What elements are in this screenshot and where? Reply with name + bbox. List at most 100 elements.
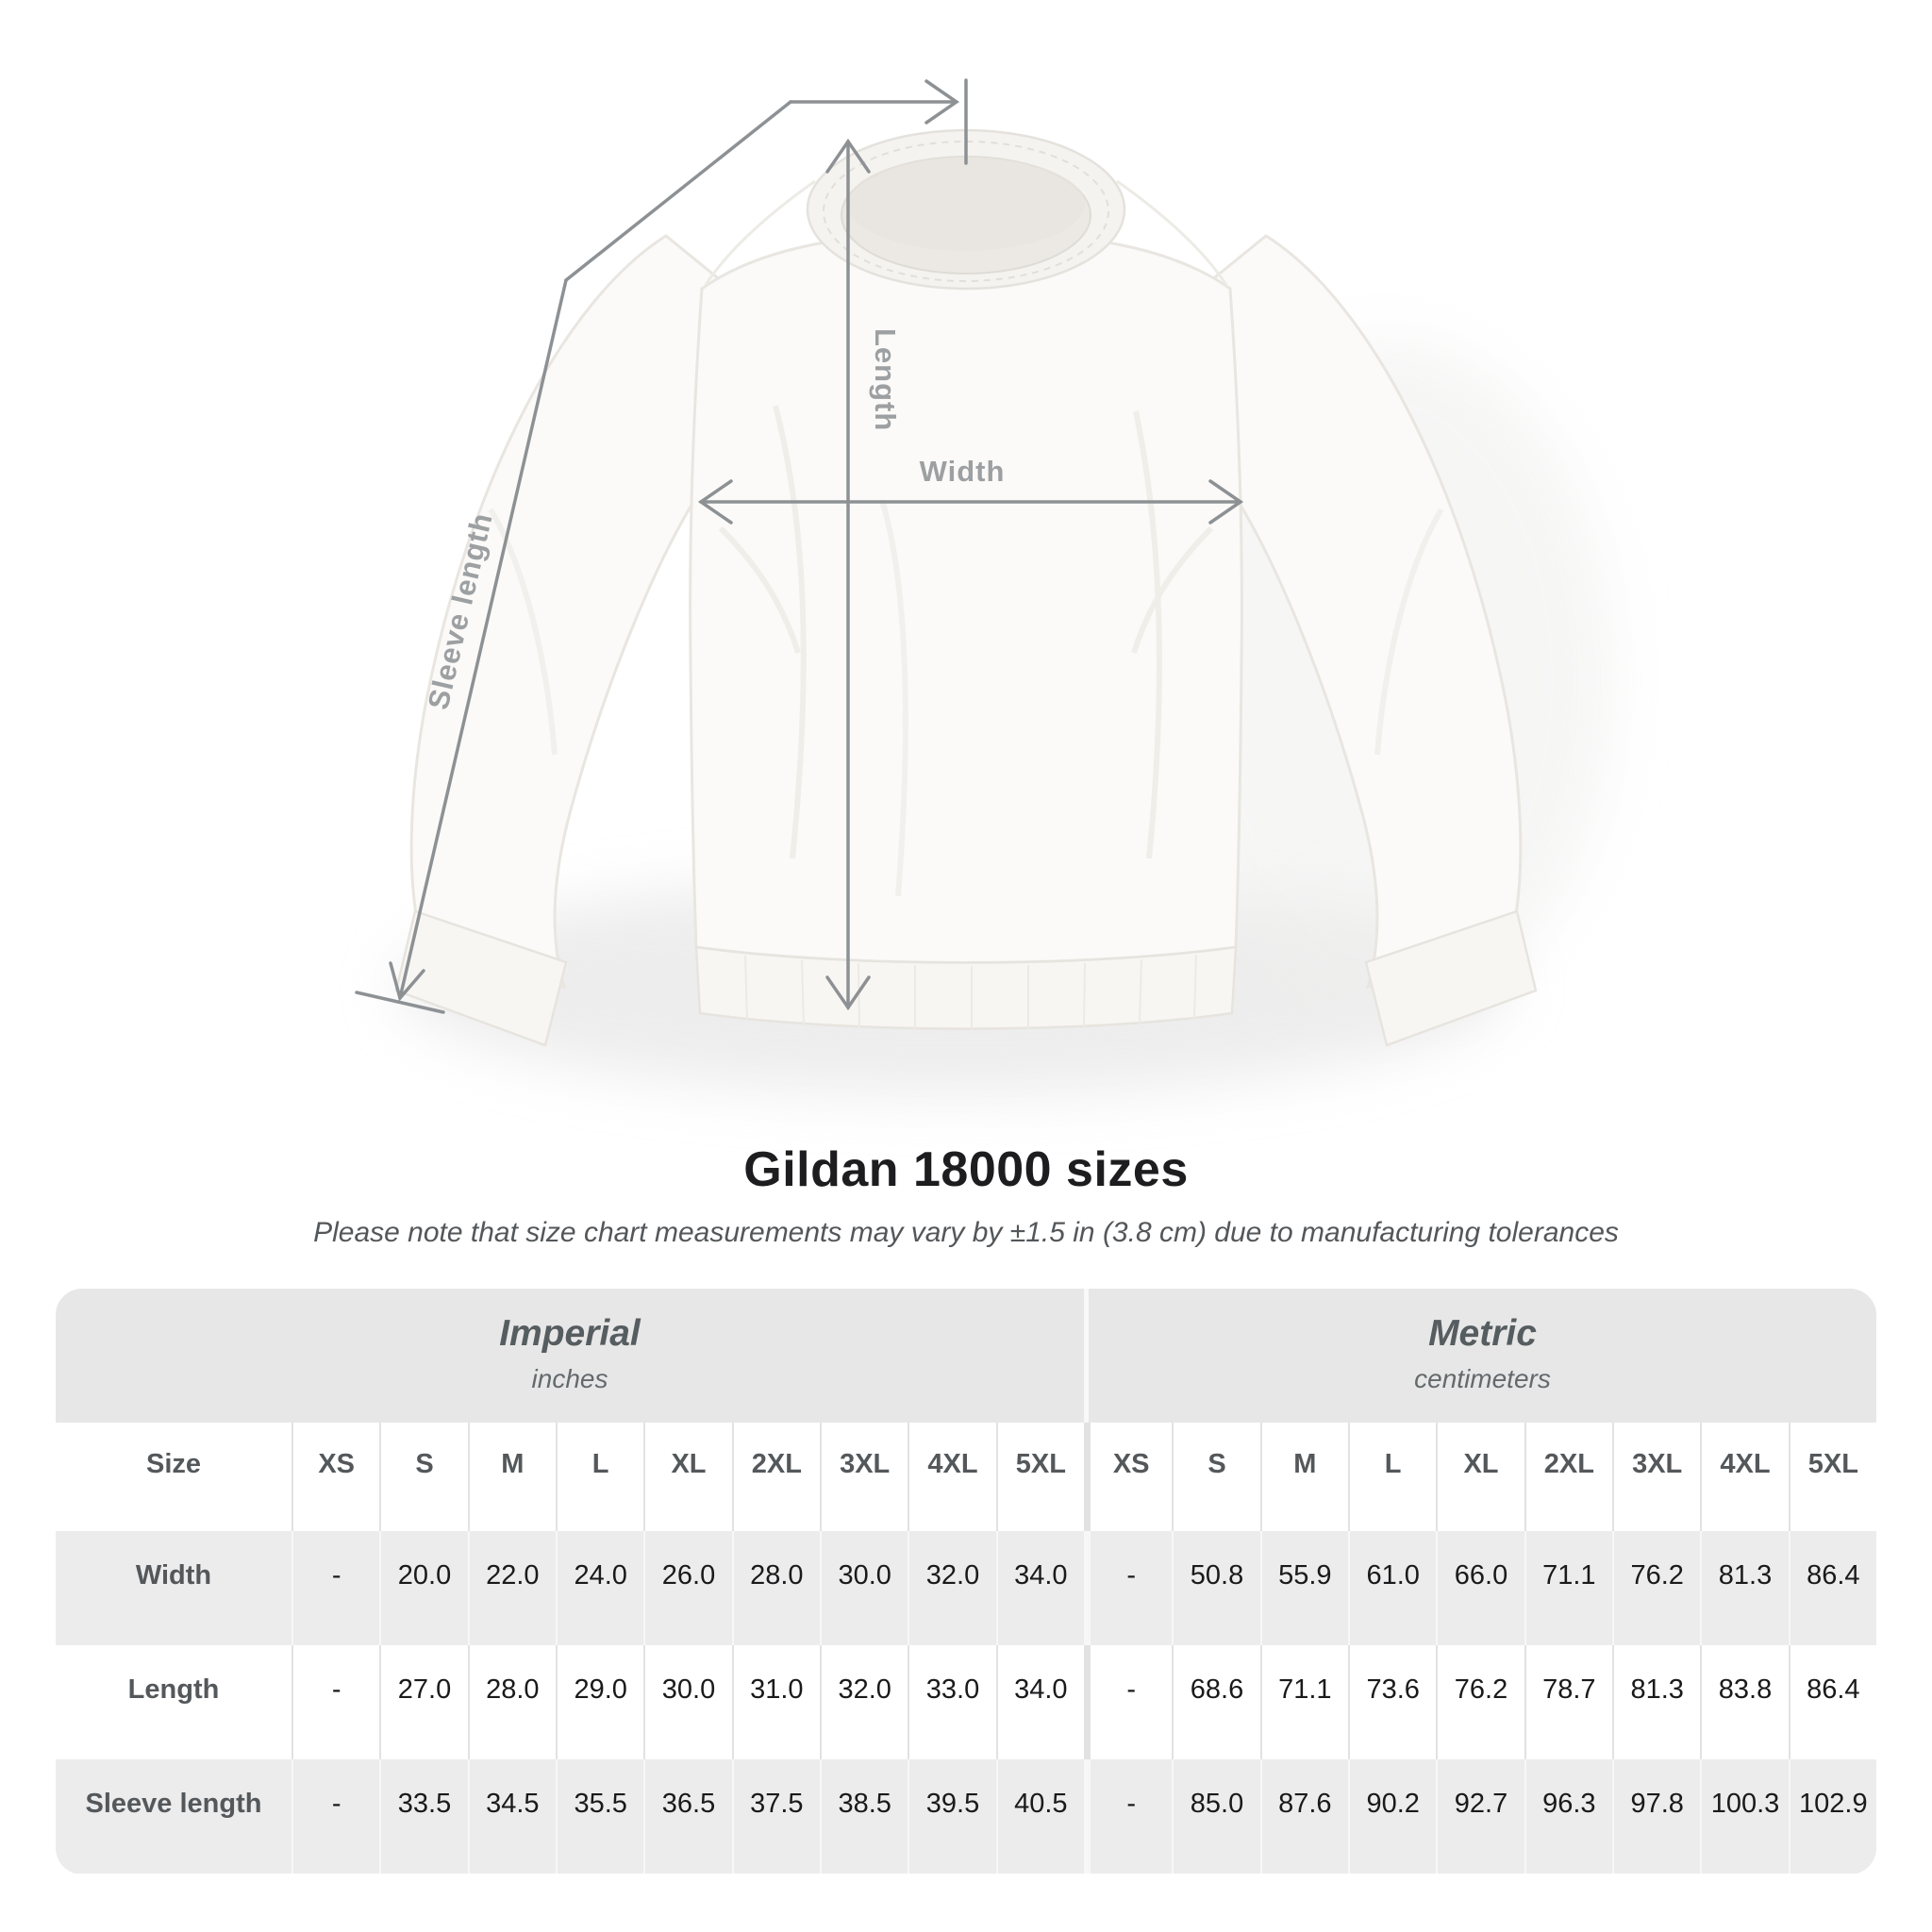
table-cell: 73.6 [1348,1645,1436,1759]
right-cuff [1364,909,1538,1047]
table-cell: 71.1 [1259,1645,1348,1759]
size-header-imperial-m: M [467,1423,556,1531]
table-cell: - [291,1531,379,1645]
table-cell: - [1084,1759,1172,1874]
size-column-header: Size [145,1449,202,1479]
table-cell: 86.4 [1788,1645,1876,1759]
table-row-length: Length - 27.0 28.0 29.0 30.0 31.0 32.0 3… [56,1645,1876,1759]
size-header-imperial-3xl: 3XL [820,1423,908,1531]
unit-group-metric: Metric centimeters [1084,1289,1876,1423]
table-cell: 30.0 [820,1531,908,1645]
table-cell: 87.6 [1259,1759,1348,1874]
table-cell: 35.5 [556,1759,643,1874]
metric-label: Metric [1428,1313,1537,1354]
table-cell: 71.1 [1524,1531,1612,1645]
size-header-imperial-s: S [379,1423,467,1531]
size-header-metric-4xl: 4XL [1700,1423,1788,1531]
table-cell: 81.3 [1612,1645,1700,1759]
table-cell: 22.0 [467,1531,556,1645]
table-cell: 90.2 [1348,1759,1436,1874]
imperial-unit: inches [531,1364,608,1393]
table-cell: 76.2 [1436,1645,1524,1759]
table-cell: 33.0 [908,1645,995,1759]
table-cell: - [291,1645,379,1759]
table-cell: 55.9 [1259,1531,1348,1645]
hem-ribbing [744,954,1197,1030]
table-cell: 28.0 [467,1645,556,1759]
table-cell: 26.0 [643,1531,731,1645]
table-cell: 68.6 [1172,1645,1259,1759]
table-cell: 29.0 [556,1645,643,1759]
size-header-metric-m: M [1259,1423,1348,1531]
table-cell: 34.0 [995,1645,1084,1759]
table-cell: 102.9 [1788,1759,1876,1874]
table-row-width: Width - 20.0 22.0 24.0 26.0 28.0 30.0 32… [56,1531,1876,1645]
table-cell: 96.3 [1524,1759,1612,1874]
table-cell: 32.0 [908,1531,995,1645]
size-header-metric-5xl: 5XL [1788,1423,1876,1531]
table-cell: 76.2 [1612,1531,1700,1645]
fabric-folds [488,405,1444,897]
size-header-imperial-4xl: 4XL [908,1423,995,1531]
page-title: Gildan 18000 sizes [743,1142,1189,1197]
length-annotation-label: Length [869,328,902,431]
width-arrow [697,479,1244,525]
unit-group-header-row: Imperial inches Metric centimeters [56,1289,1876,1423]
size-header-metric-l: L [1348,1423,1436,1531]
table-cell: - [1084,1531,1172,1645]
size-header-metric-2xl: 2XL [1524,1423,1612,1531]
table-cell: 24.0 [556,1531,643,1645]
table-cell: 86.4 [1788,1531,1876,1645]
table-cell: 81.3 [1700,1531,1788,1645]
table-cell: 66.0 [1436,1531,1524,1645]
table-cell: - [1084,1645,1172,1759]
metric-unit: centimeters [1414,1364,1551,1393]
unit-group-imperial: Imperial inches [56,1289,1084,1423]
table-cell: 32.0 [820,1645,908,1759]
seams [704,179,1228,286]
width-annotation-label: Width [920,455,1006,488]
table-cell: 61.0 [1348,1531,1436,1645]
table-cell: - [291,1759,379,1874]
table-cell: 20.0 [379,1531,467,1645]
table-cell: 28.0 [731,1531,820,1645]
left-cuff [394,909,568,1047]
size-header-metric-xl: XL [1436,1423,1524,1531]
table-cell: 78.7 [1524,1645,1612,1759]
size-header-imperial-l: L [556,1423,643,1531]
length-line [825,138,871,1011]
sweatshirt [394,128,1538,1047]
table-cell: 36.5 [643,1759,731,1874]
table-row-sleeve-length: Sleeve length - 33.5 34.5 35.5 36.5 37.5… [56,1759,1876,1874]
table-cell: 33.5 [379,1759,467,1874]
row-label: Length [127,1674,220,1705]
table-cell: 92.7 [1436,1759,1524,1874]
table-cell: 30.0 [643,1645,731,1759]
imperial-label: Imperial [499,1313,641,1354]
table-cell: 83.8 [1700,1645,1788,1759]
table-cell: 37.5 [731,1759,820,1874]
size-header-imperial-xl: XL [643,1423,731,1531]
tolerance-note: Please note that size chart measurements… [313,1217,1619,1248]
table-cell: 39.5 [908,1759,995,1874]
size-header-metric-s: S [1172,1423,1259,1531]
table-cell: 40.5 [995,1759,1084,1874]
table-cell: 34.5 [467,1759,556,1874]
size-chart-table: Imperial inches Metric centimeters Size … [56,1289,1876,1874]
size-header-imperial-xs: XS [291,1423,379,1531]
table-cell: 38.5 [820,1759,908,1874]
size-header-imperial-2xl: 2XL [731,1423,820,1531]
size-header-row: Size XS S M L XL 2XL 3XL 4XL 5XL XS S M … [56,1423,1876,1531]
collar [806,128,1126,291]
table-cell: 31.0 [731,1645,820,1759]
size-header-imperial-5xl: 5XL [995,1423,1084,1531]
hem-band [694,945,1238,1030]
table-cell: 50.8 [1172,1531,1259,1645]
table-cell: 27.0 [379,1645,467,1759]
table-cell: 85.0 [1172,1759,1259,1874]
sleeve-length-line [355,78,968,1014]
size-header-metric-3xl: 3XL [1612,1423,1700,1531]
product-measurement-diagram: Length Width Sleeve length [355,78,1613,1094]
table-cell: 100.3 [1700,1759,1788,1874]
